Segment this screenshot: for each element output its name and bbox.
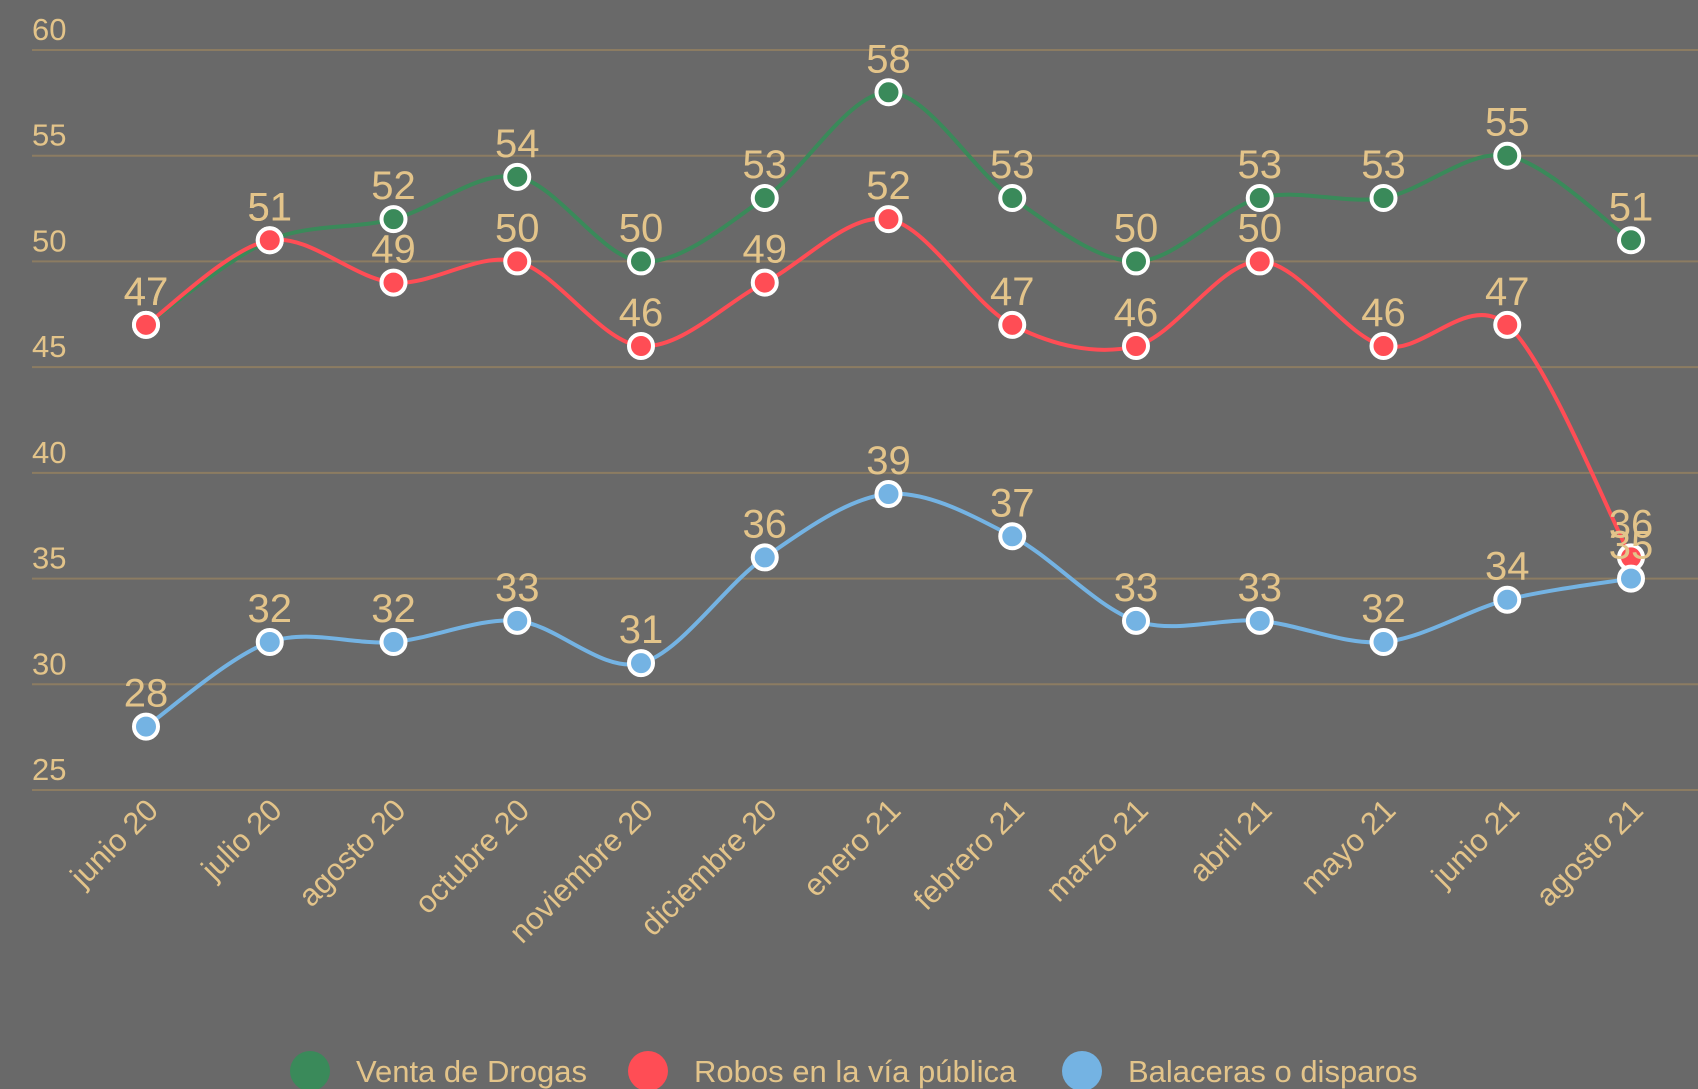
- data-label: 32: [248, 587, 293, 631]
- data-point: [998, 522, 1027, 551]
- data-label: 54: [495, 122, 540, 166]
- data-point: [1369, 332, 1398, 360]
- data-point: [503, 606, 532, 635]
- data-label: 46: [619, 291, 664, 335]
- data-label: 28: [124, 672, 169, 716]
- data-label: 31: [619, 608, 664, 652]
- data-label: 52: [866, 164, 911, 208]
- data-point: [379, 268, 408, 297]
- data-label: 36: [743, 502, 788, 546]
- legend-label: Robos en la vía pública: [694, 1054, 1017, 1089]
- data-point: [750, 543, 779, 572]
- data-label: 35: [1609, 524, 1654, 568]
- data-label: 47: [124, 270, 169, 314]
- y-tick-label: 40: [32, 435, 66, 470]
- data-point: [379, 205, 408, 234]
- data-point: [1493, 310, 1522, 339]
- data-point: [998, 184, 1027, 212]
- data-point: [132, 712, 160, 741]
- data-label: 53: [1238, 143, 1283, 187]
- data-label: 39: [866, 439, 911, 483]
- data-label: 51: [248, 185, 293, 229]
- y-tick-label: 35: [32, 541, 66, 576]
- data-point: [1122, 606, 1150, 635]
- data-point: [379, 628, 408, 656]
- data-point: [874, 480, 903, 508]
- data-label: 47: [1485, 270, 1530, 314]
- legend-swatch: [628, 1051, 668, 1089]
- data-label: 34: [1485, 545, 1530, 589]
- y-tick-label: 50: [32, 223, 66, 258]
- data-label: 53: [1361, 143, 1406, 187]
- data-label: 53: [990, 143, 1035, 187]
- data-point: [1245, 184, 1274, 212]
- y-tick-label: 60: [32, 12, 66, 47]
- data-point: [1122, 247, 1150, 276]
- data-point: [1493, 141, 1522, 170]
- data-point: [503, 162, 532, 191]
- legend-swatch: [290, 1051, 330, 1089]
- data-point: [503, 247, 532, 276]
- legend-swatch: [1062, 1051, 1102, 1089]
- data-point: [255, 628, 284, 656]
- data-point: [874, 205, 903, 234]
- data-label: 36: [1609, 502, 1654, 546]
- data-label: 51: [248, 185, 293, 229]
- data-label: 50: [1238, 206, 1283, 250]
- y-tick-label: 25: [32, 752, 66, 787]
- data-point: [1493, 585, 1522, 614]
- data-point: [998, 310, 1027, 339]
- data-label: 49: [371, 228, 416, 272]
- data-point: [1369, 628, 1398, 656]
- data-label: 53: [743, 143, 788, 187]
- data-label: 33: [1238, 566, 1283, 610]
- data-point: [1369, 184, 1398, 212]
- data-point: [132, 310, 160, 339]
- data-point: [874, 78, 903, 107]
- data-label: 33: [1114, 566, 1159, 610]
- data-point: [627, 247, 655, 276]
- y-tick-label: 30: [32, 646, 66, 681]
- data-label: 50: [619, 206, 664, 250]
- data-point: [750, 268, 779, 297]
- data-label: 37: [990, 481, 1035, 525]
- data-label: 46: [1114, 291, 1159, 335]
- data-point: [1245, 606, 1274, 635]
- legend-label: Balaceras o disparos: [1128, 1054, 1418, 1089]
- data-label: 49: [743, 228, 788, 272]
- data-label: 52: [371, 164, 416, 208]
- data-point: [1617, 564, 1645, 593]
- data-point: [1617, 226, 1645, 255]
- points: [132, 78, 1645, 741]
- data-label: 50: [1114, 206, 1159, 250]
- data-point: [627, 332, 655, 360]
- data-point: [255, 226, 284, 255]
- data-label: 32: [371, 587, 416, 631]
- data-point: [627, 649, 655, 678]
- y-tick-label: 45: [32, 329, 66, 364]
- data-label: 50: [495, 206, 540, 250]
- data-point: [750, 184, 779, 212]
- data-label: 32: [1361, 587, 1406, 631]
- y-tick-label: 55: [32, 118, 66, 153]
- data-point: [1245, 247, 1274, 276]
- data-label: 33: [495, 566, 540, 610]
- data-point: [1122, 332, 1150, 360]
- data-label: 47: [990, 270, 1035, 314]
- data-label: 55: [1485, 101, 1530, 145]
- data-label: 47: [124, 270, 169, 314]
- data-label: 51: [1609, 185, 1654, 229]
- data-label: 46: [1361, 291, 1406, 335]
- data-label: 58: [866, 37, 911, 81]
- legend-label: Venta de Drogas: [356, 1054, 587, 1089]
